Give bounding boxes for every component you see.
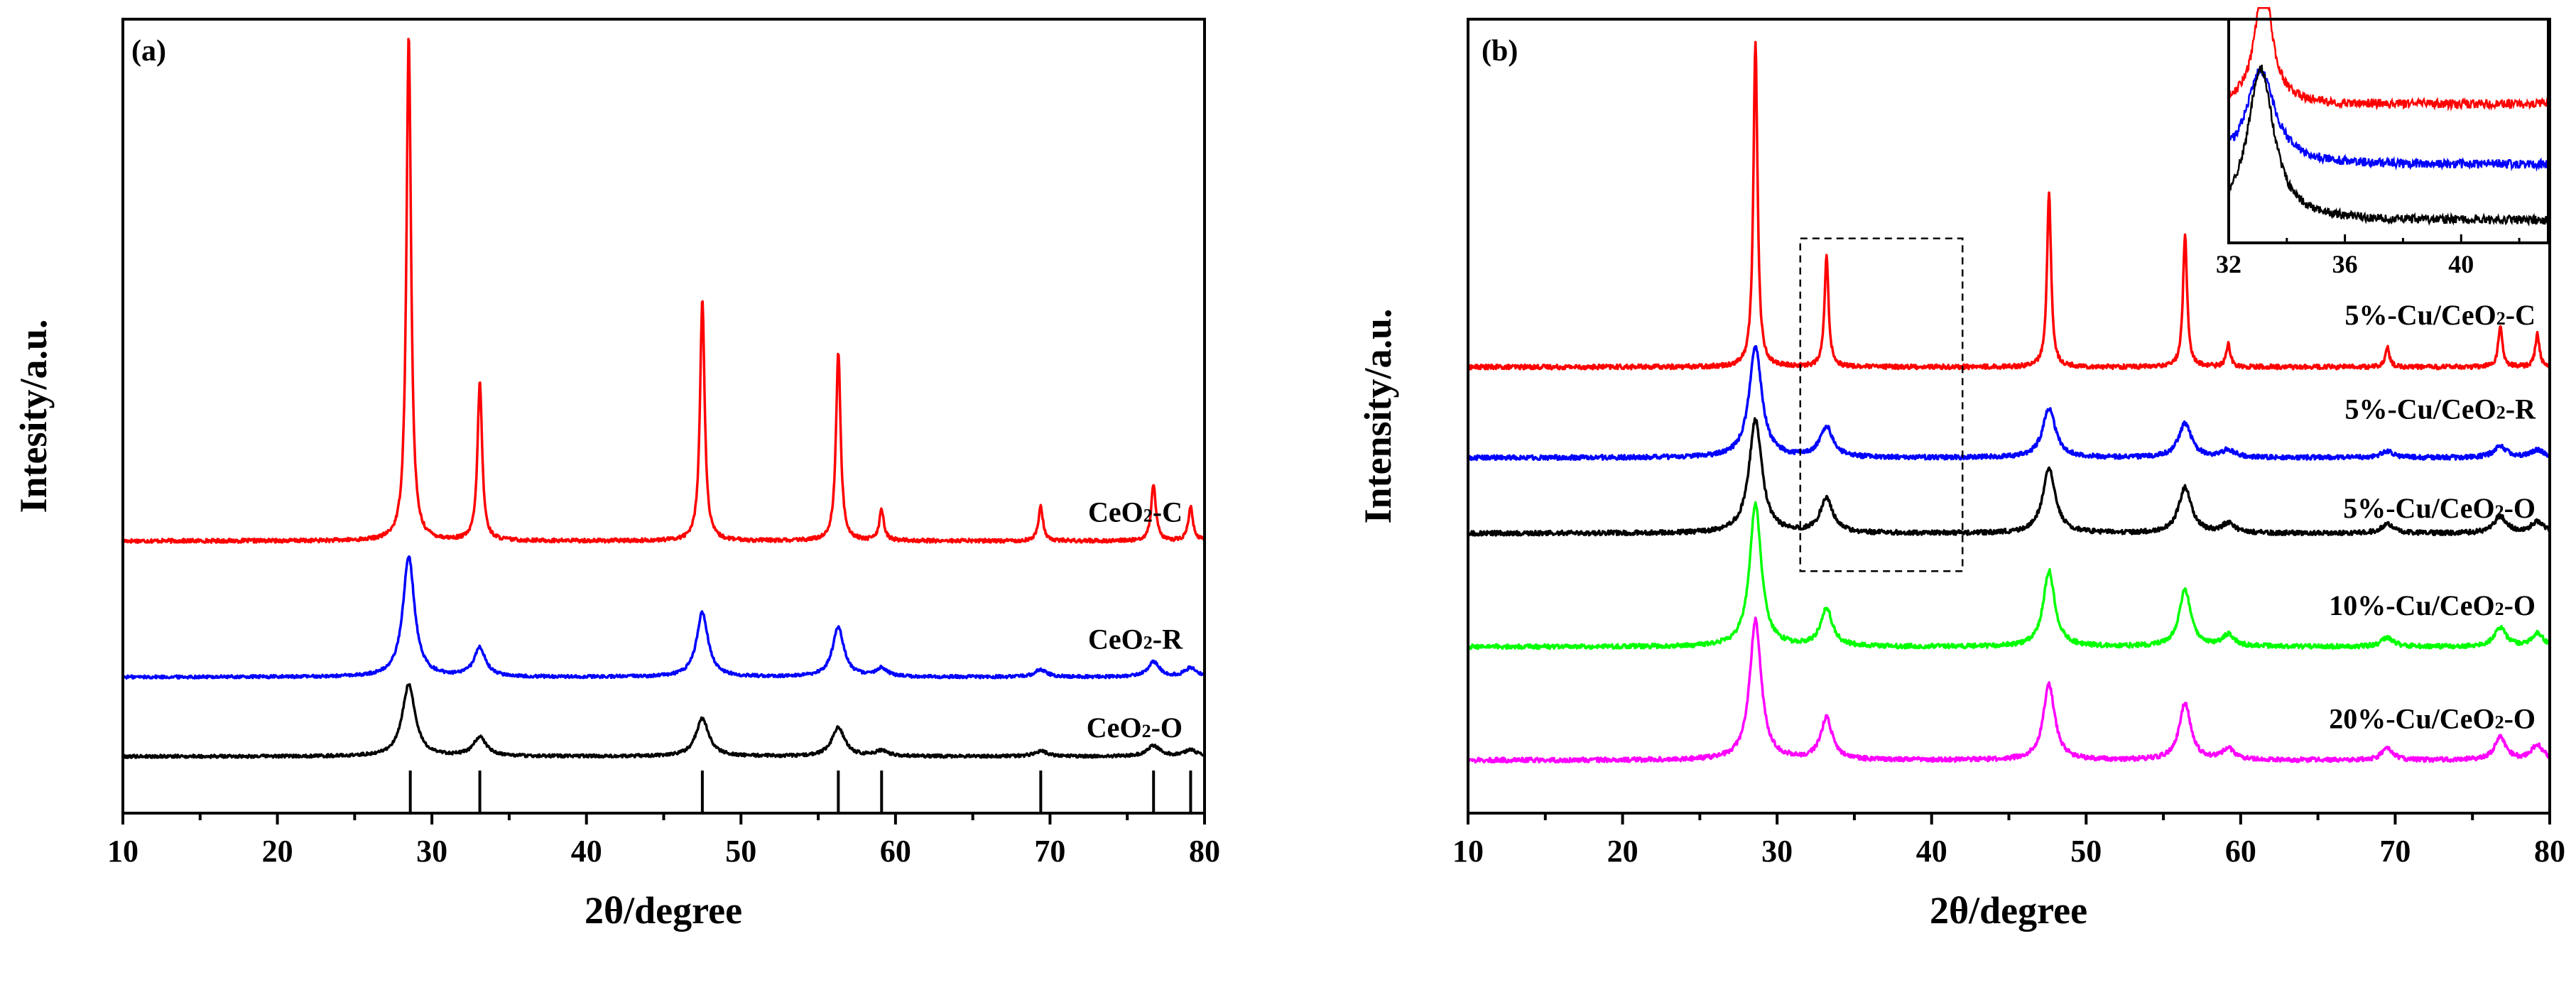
- trace-CeO2-C: [121, 38, 1206, 544]
- x-tick-label: 20: [1607, 834, 1638, 869]
- panel-a-traces: [121, 38, 1206, 759]
- panel-b-traces: [1467, 40, 2551, 764]
- chart-panel-b: 10 20 30 40 50 60 70 80 5%-Cu/CeO2-C5%-Cu/CeO2-…: [1357, 6, 2565, 932]
- series-label: 5%-Cu/CeO2-O: [2343, 492, 2536, 524]
- trace-5%-Cu/CeO2-O: [1467, 417, 2551, 537]
- x-tick-label: 40: [1916, 834, 1947, 869]
- panel-a-ylabel: Intesity/a.u.: [12, 319, 55, 513]
- series-label: 5%-Cu/CeO2-R: [2344, 393, 2536, 425]
- panel-b-x-axis: 10 20 30 40 50 60 70 80: [1452, 813, 2565, 869]
- x-tick-label: 60: [2225, 834, 2256, 869]
- panel-b-label: (b): [1482, 35, 1518, 67]
- inset-tick-label: 32: [2216, 250, 2241, 278]
- inset-trace-5%-Cu/CeO2-O: [2227, 65, 2550, 227]
- panel-a-label: (a): [131, 35, 166, 67]
- series-label: CeO2-R: [1088, 623, 1183, 655]
- inset-traces: [2227, 6, 2550, 227]
- panel-b-highlight-box: [1799, 237, 1964, 572]
- x-tick-label: 70: [2379, 834, 2411, 869]
- x-tick-label: 50: [2070, 834, 2102, 869]
- x-tick-label: 30: [1761, 834, 1793, 869]
- trace-5%-Cu/CeO2-C: [1467, 40, 2551, 371]
- inset-trace-5%-Cu/CeO2-R: [2227, 66, 2549, 172]
- trace-10%-Cu/CeO2-O: [1467, 501, 2551, 651]
- panel-b-xlabel: 2θ/degree: [1930, 889, 2087, 932]
- inset-background: [2229, 19, 2548, 243]
- x-tick-label: 10: [107, 834, 138, 869]
- series-label: 20%-Cu/CeO2-O: [2329, 702, 2536, 734]
- x-tick-label: 50: [725, 834, 756, 869]
- panel-b-ylabel: Intensity/a.u.: [1357, 308, 1399, 523]
- x-tick-label: 80: [2534, 834, 2565, 869]
- panel-a-xlabel: 2θ/degree: [585, 889, 742, 932]
- inset-frame: [2227, 18, 2550, 244]
- series-label: CeO2-O: [1087, 712, 1183, 744]
- panel-b-series-labels: 5%-Cu/CeO2-C 5%-Cu/CeO2-R 5%-Cu/CeO2-O 10%-…: [2329, 299, 2536, 735]
- trace-20%-Cu/CeO2-O: [1467, 616, 2551, 764]
- series-label: 5%-Cu/CeO2-C: [2344, 299, 2536, 331]
- x-tick-label: 80: [1189, 834, 1220, 869]
- x-tick-label: 20: [262, 834, 293, 869]
- x-tick-label: 70: [1034, 834, 1065, 869]
- inset-x-axis: 32 36 40: [2216, 234, 2521, 278]
- panel-b-inset: 32 36 40: [2216, 6, 2550, 278]
- trace-CeO2-O: [121, 682, 1205, 759]
- inset-tick-label: 36: [2332, 250, 2358, 278]
- series-label: CeO2-C: [1088, 496, 1183, 528]
- trace-CeO2-R: [121, 555, 1206, 680]
- x-tick-label: 60: [880, 834, 911, 869]
- panel-a-series-labels: CeO2-C CeO2-R CeO2-O: [1087, 496, 1183, 744]
- panel-a-reference-lines: [408, 771, 1192, 813]
- series-label: 10%-Cu/CeO2-O: [2329, 589, 2536, 621]
- x-tick-label: 40: [571, 834, 602, 869]
- inset-tick-label: 40: [2448, 250, 2474, 278]
- trace-5%-Cu/CeO2-R: [1467, 344, 2551, 462]
- x-tick-label: 30: [416, 834, 447, 869]
- panel-a-x-axis: 10 20 30 40 50 60 70 80: [107, 813, 1220, 869]
- inset-trace-5%-Cu/CeO2-C: [2227, 6, 2550, 111]
- x-tick-label: 10: [1452, 834, 1484, 869]
